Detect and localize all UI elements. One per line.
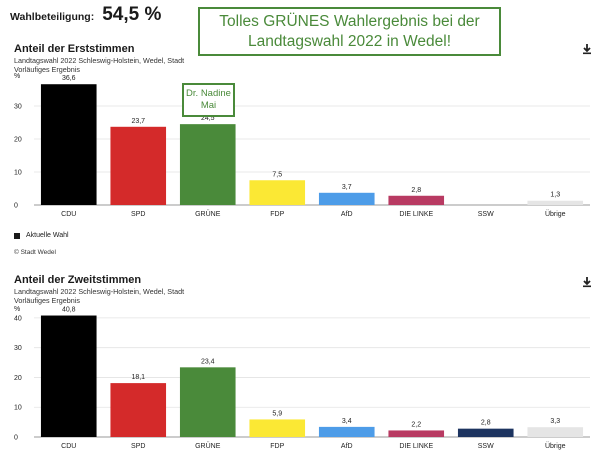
bar-afd[interactable] bbox=[318, 192, 375, 205]
bar-cdu[interactable] bbox=[40, 315, 97, 437]
bar-fdp[interactable] bbox=[249, 180, 306, 205]
first-chart: % 0 10 20 30 36,6 CDU 23,7 SPD 24,5 GRÜNE 7,5 FDP 3,7… bbox=[14, 73, 590, 218]
bar-übrige[interactable] bbox=[527, 427, 584, 437]
bar-value-label: 1,3 bbox=[550, 192, 560, 199]
bar-value-label: 3,7 bbox=[342, 184, 352, 191]
y-tick-label: 20 bbox=[14, 375, 22, 382]
turnout-label: Wahlbeteiligung: bbox=[10, 11, 95, 23]
y-tick-label: 30 bbox=[14, 345, 22, 352]
callout-line-1: Dr. Nadine bbox=[186, 88, 231, 99]
x-category-label: CDU bbox=[61, 211, 76, 218]
first-chart-subtitle: Landtagswahl 2022 Schleswig-Holstein, We… bbox=[14, 56, 185, 65]
x-category-label: DIE LINKE bbox=[399, 443, 433, 450]
y-tick-label: 0 bbox=[14, 203, 18, 210]
bar-ssw[interactable] bbox=[457, 428, 514, 437]
x-category-label: FDP bbox=[270, 211, 284, 218]
bar-value-label: 36,6 bbox=[62, 75, 76, 82]
download-icon[interactable] bbox=[581, 276, 593, 288]
bar-value-label: 3,4 bbox=[342, 418, 352, 425]
legend-label: Aktuelle Wahl bbox=[26, 232, 69, 239]
bar-die-linke[interactable] bbox=[388, 430, 445, 437]
bar-grüne[interactable] bbox=[179, 367, 236, 437]
bar-cdu[interactable] bbox=[40, 84, 97, 205]
x-category-label: DIE LINKE bbox=[399, 211, 433, 218]
x-category-label: AfD bbox=[341, 443, 353, 450]
banner-line-1: Tolles GRÜNES Wahlergebnis bei der bbox=[219, 13, 480, 30]
source-note: © Stadt Wedel bbox=[14, 249, 56, 256]
banner-line-2: Landtagswahl 2022 in Wedel! bbox=[247, 33, 452, 50]
second-chart-title: Anteil der Zweitstimmen bbox=[14, 274, 142, 286]
x-category-label: SSW bbox=[478, 211, 494, 218]
y-tick-label: 30 bbox=[14, 104, 22, 111]
bar-value-label: 3,3 bbox=[550, 418, 560, 425]
bar-value-label: 23,4 bbox=[201, 358, 215, 365]
x-category-label: SSW bbox=[478, 443, 494, 450]
bar-value-label: 40,8 bbox=[62, 307, 76, 314]
highlight-banner: Tolles GRÜNES Wahlergebnis bei der Landt… bbox=[198, 7, 501, 56]
bar-value-label: 23,7 bbox=[131, 118, 145, 125]
callout-line-2: Mai bbox=[200, 100, 217, 111]
x-category-label: SPD bbox=[131, 211, 145, 218]
bar-value-label: 5,9 bbox=[272, 410, 282, 417]
bar-die-linke[interactable] bbox=[388, 195, 445, 205]
turnout-value: 54,5 % bbox=[102, 4, 162, 25]
bar-afd[interactable] bbox=[318, 426, 375, 437]
bar-value-label: 2,8 bbox=[411, 187, 421, 194]
x-category-label: GRÜNE bbox=[195, 442, 221, 450]
bar-fdp[interactable] bbox=[249, 419, 306, 437]
bar-value-label: 24,5 bbox=[201, 115, 215, 122]
y-tick-label: 0 bbox=[14, 435, 18, 442]
x-category-label: SPD bbox=[131, 443, 145, 450]
second-chart-status: Vorläufiges Ergebnis bbox=[14, 296, 80, 305]
x-category-label: Übrige bbox=[545, 210, 566, 218]
candidate-callout: Dr. Nadine Mai bbox=[182, 83, 235, 117]
y-tick-label: 10 bbox=[14, 170, 22, 177]
second-chart-subtitle: Landtagswahl 2022 Schleswig-Holstein, We… bbox=[14, 287, 185, 296]
y-unit-label: % bbox=[14, 306, 20, 313]
x-category-label: CDU bbox=[61, 443, 76, 450]
y-tick-label: 10 bbox=[14, 405, 22, 412]
bar-value-label: 18,1 bbox=[131, 374, 145, 381]
download-icon[interactable] bbox=[581, 43, 593, 55]
bar-grüne[interactable] bbox=[179, 124, 236, 205]
x-category-label: GRÜNE bbox=[195, 210, 221, 218]
bar-spd[interactable] bbox=[110, 383, 167, 437]
bar-value-label: 2,2 bbox=[411, 421, 421, 428]
first-chart-status: Vorläufiges Ergebnis bbox=[14, 65, 80, 74]
x-category-label: FDP bbox=[270, 443, 284, 450]
first-chart-title: Anteil der Erststimmen bbox=[14, 43, 135, 55]
turnout: Wahlbeteiligung: 54,5 % bbox=[10, 4, 161, 28]
bar-value-label: 7,5 bbox=[272, 171, 282, 178]
bar-value-label: 2,8 bbox=[481, 420, 491, 427]
legend-swatch bbox=[14, 232, 20, 239]
y-tick-label: 20 bbox=[14, 137, 22, 144]
y-unit-label: % bbox=[14, 73, 20, 80]
x-category-label: Übrige bbox=[545, 442, 566, 450]
bar-spd[interactable] bbox=[110, 126, 167, 205]
y-tick-label: 40 bbox=[14, 315, 22, 322]
legend: Aktuelle Wahl bbox=[14, 232, 69, 239]
x-category-label: AfD bbox=[341, 211, 353, 218]
bar-übrige[interactable] bbox=[527, 200, 584, 205]
